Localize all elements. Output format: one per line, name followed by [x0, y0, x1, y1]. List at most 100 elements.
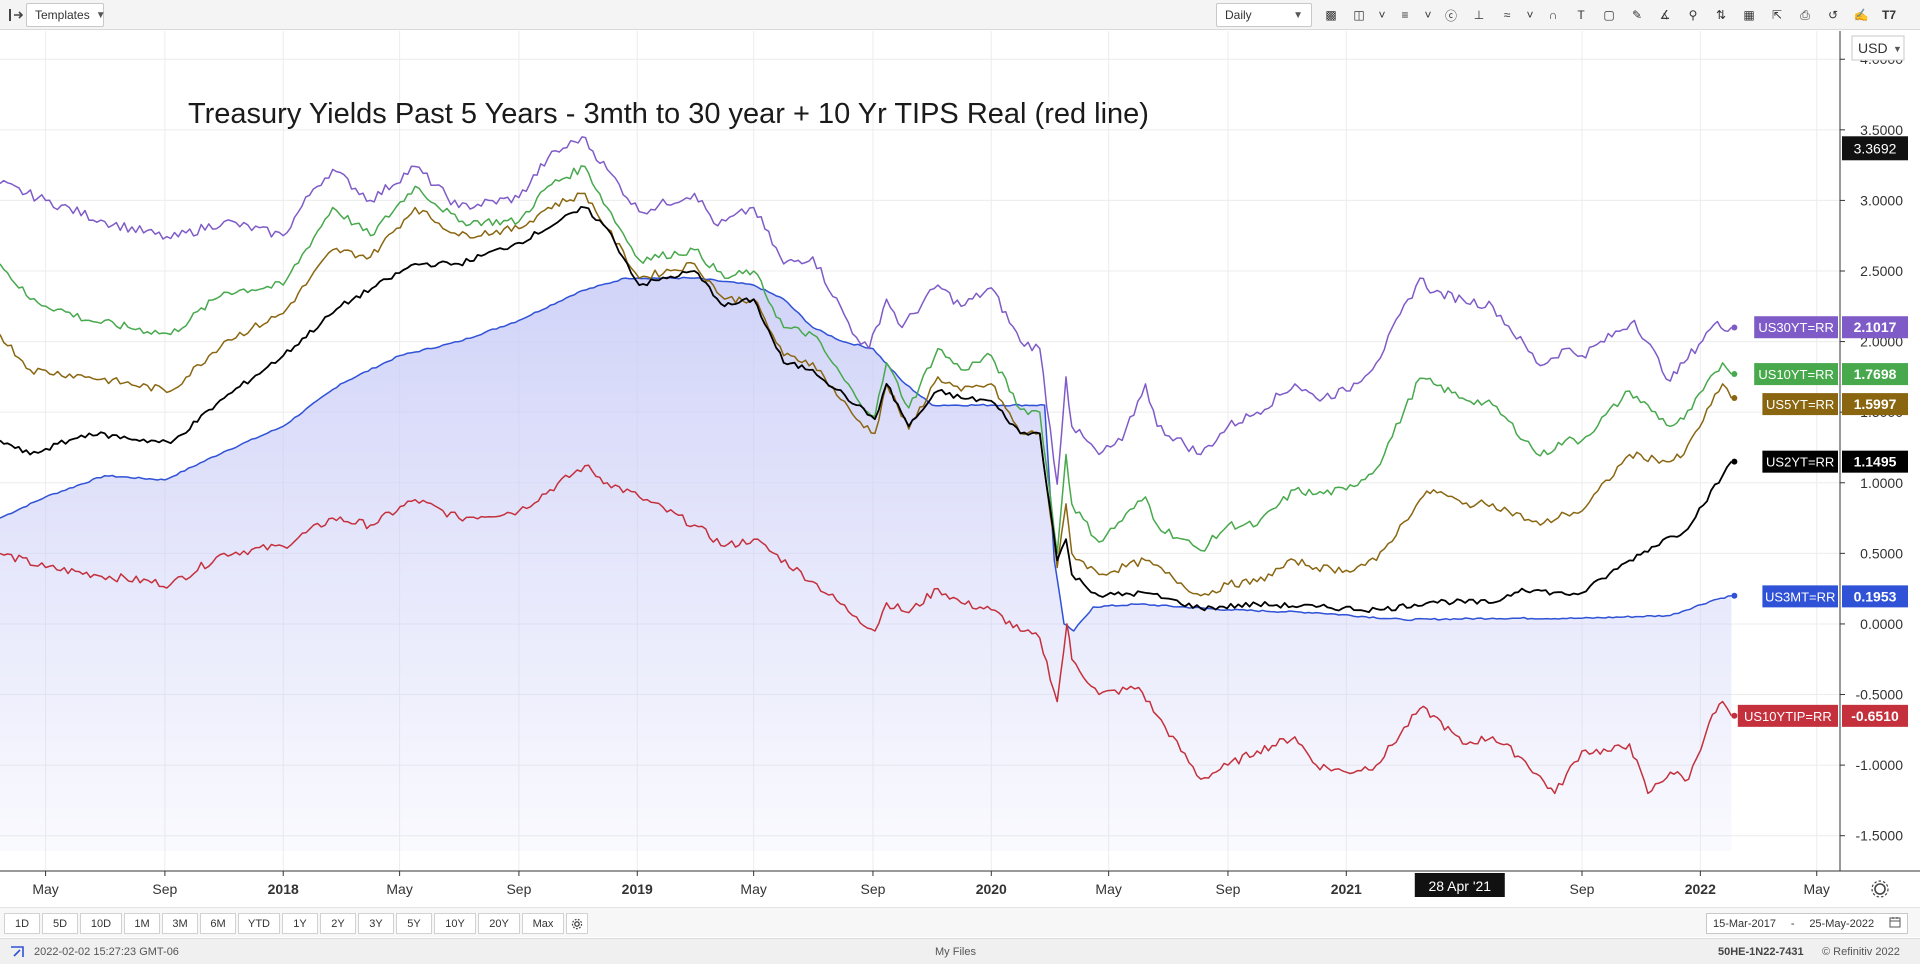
- series-value-label: 2.1017: [1854, 319, 1897, 335]
- status-timestamp: 2022-02-02 15:27:23 GMT-06: [34, 946, 179, 958]
- series-value-label: 1.7698: [1854, 366, 1897, 382]
- compare-icon[interactable]: ⇅: [1715, 8, 1727, 22]
- x-tick-label: May: [1803, 881, 1829, 897]
- us3mt-area-fill: [0, 277, 1732, 851]
- x-tick-label: Sep: [860, 881, 885, 897]
- export-icon[interactable]: ⇱: [1771, 8, 1783, 22]
- y-tick-label: -1.0000: [1856, 757, 1904, 773]
- series-end-dot: [1731, 458, 1738, 465]
- range-button-6m[interactable]: 6M: [200, 913, 236, 934]
- range-button-1m[interactable]: 1M: [124, 913, 160, 934]
- series-value-badge: [1842, 393, 1908, 416]
- axis-settings-gear-icon[interactable]: [1871, 880, 1889, 898]
- range-button-1d[interactable]: 1D: [4, 913, 40, 934]
- x-tick-label: May: [386, 881, 412, 897]
- date-range-picker[interactable]: 15-Mar-2017 - 25-May-2022: [1706, 913, 1908, 934]
- ruler-icon[interactable]: ∡: [1659, 8, 1671, 22]
- x-tick-label: Sep: [506, 881, 531, 897]
- series-value-badge: [1842, 704, 1908, 727]
- annotation-icon[interactable]: ✎: [1631, 8, 1643, 22]
- chevron-down-icon: ▼: [95, 9, 106, 21]
- series-name-badge: [1754, 363, 1838, 386]
- studies-icon[interactable]: ≡: [1401, 8, 1409, 22]
- range-button-2y[interactable]: 2Y: [320, 913, 356, 934]
- table-icon[interactable]: ▦: [1743, 8, 1755, 22]
- reset-icon[interactable]: ↺: [1827, 8, 1839, 22]
- candlestick-icon[interactable]: ◫: [1353, 8, 1365, 22]
- status-bar: 2022-02-02 15:27:23 GMT-06 My Files 50HE…: [0, 938, 1920, 964]
- range-button-10y[interactable]: 10Y: [434, 913, 476, 934]
- series-name-label: US10YT=RR: [1758, 367, 1834, 382]
- series-name-label: US5YT=RR: [1766, 397, 1834, 412]
- range-button-3m[interactable]: 3M: [162, 913, 198, 934]
- top-toolbar: Templates ▼ Daily ▼ ▩ ◫ ˅ ≡ ˅ ⓒ ⊥ ≈ ˅ ∩ T ▢ ✎ ∡ ⚲ ⇅ ▦ ⇱ ⎙ ↺…: [0, 0, 1920, 30]
- range-button-5y[interactable]: 5Y: [396, 913, 432, 934]
- y-tick-label: 3.0000: [1860, 192, 1903, 208]
- edit-icon[interactable]: ✍: [1853, 8, 1869, 22]
- range-button-20y[interactable]: 20Y: [478, 913, 520, 934]
- chevron-down-icon[interactable]: ˅: [1526, 8, 1534, 22]
- range-button-max[interactable]: Max: [522, 913, 564, 934]
- drawing-tools-icon[interactable]: ≈: [1503, 8, 1511, 22]
- text-tool-icon[interactable]: T: [1577, 8, 1585, 22]
- x-axis[interactable]: May Sep 2018 May Sep 2019 May Sep 2020 May Sep 2021…: [32, 871, 1830, 897]
- zoom-icon[interactable]: ⚲: [1688, 8, 1698, 22]
- series-value-badge: [1842, 585, 1908, 608]
- currency-label: USD: [1858, 40, 1888, 56]
- brand-icon[interactable]: T7: [1881, 8, 1896, 22]
- chevron-down-icon[interactable]: ˅: [1378, 8, 1386, 22]
- chevron-down-icon: ▼: [1293, 9, 1303, 21]
- series-value-badge: [1842, 450, 1908, 473]
- date-range-separator: -: [1790, 917, 1795, 930]
- calendar-icon: [1889, 916, 1901, 931]
- magnet-icon[interactable]: ∩: [1548, 8, 1558, 22]
- templates-label: Templates: [35, 8, 90, 22]
- shape-tool-icon[interactable]: ▢: [1603, 8, 1615, 22]
- sidebar-toggle-icon[interactable]: [4, 3, 28, 27]
- refinitiv-logo-icon: [10, 946, 24, 961]
- series-line-us30yt[interactable]: [0, 136, 1732, 485]
- range-button-1y[interactable]: 1Y: [282, 913, 318, 934]
- chart-area[interactable]: 4.00003.50003.00002.50002.00001.50001.00…: [0, 31, 1920, 907]
- series-line-us2yt[interactable]: [0, 206, 1733, 613]
- series-name-label: US3MT=RR: [1765, 589, 1835, 604]
- series-line-us10ytip[interactable]: [0, 464, 1733, 795]
- x-tick-label: May: [32, 881, 58, 897]
- series-end-dot: [1731, 712, 1738, 719]
- events-icon[interactable]: ⓒ: [1444, 8, 1457, 23]
- date-range-end: 25-May-2022: [1809, 917, 1875, 930]
- y-tick-label: -0.5000: [1856, 687, 1904, 703]
- status-code: 50HE-1N22-7431: [1718, 946, 1804, 958]
- series-lines: [0, 136, 1733, 795]
- range-button-5d[interactable]: 5D: [42, 913, 78, 934]
- yield-chart[interactable]: 4.00003.50003.00002.50002.00001.50001.00…: [0, 31, 1920, 907]
- range-settings-gear-icon[interactable]: [566, 913, 588, 934]
- series-line-us5yt[interactable]: [0, 192, 1733, 597]
- current-price-badge: [1842, 136, 1908, 161]
- status-center-label[interactable]: My Files: [935, 946, 976, 958]
- range-bar: 1D 5D 10D 1M 3M 6M YTD 1Y 2Y 3Y 5Y 10Y 20Y Max 15-Mar…: [0, 907, 1920, 937]
- templates-dropdown[interactable]: Templates ▼: [26, 3, 106, 27]
- series-end-dot: [1731, 324, 1738, 331]
- range-button-10d[interactable]: 10D: [80, 913, 122, 934]
- crosshair-icon[interactable]: ⊥: [1473, 8, 1485, 22]
- series-name-badge: [1754, 316, 1838, 339]
- series-name-label: US2YT=RR: [1766, 455, 1834, 470]
- series-line-us3mt[interactable]: [0, 276, 1732, 632]
- range-button-ytd[interactable]: YTD: [238, 913, 280, 934]
- currency-dropdown[interactable]: USD ▼: [1851, 35, 1905, 61]
- y-tick-label: 2.5000: [1860, 263, 1903, 279]
- status-copyright: © Refinitiv 2022: [1822, 946, 1900, 958]
- bar-chart-icon[interactable]: ▩: [1325, 8, 1337, 22]
- range-button-3y[interactable]: 3Y: [358, 913, 394, 934]
- interval-dropdown[interactable]: Daily ▼: [1216, 3, 1312, 27]
- series-name-label: US30YT=RR: [1758, 320, 1834, 335]
- chevron-down-icon[interactable]: ˅: [1424, 8, 1432, 22]
- y-tick-label: 0.5000: [1860, 545, 1903, 561]
- series-line-us10yt[interactable]: [0, 165, 1732, 555]
- x-tick-label: May: [1095, 881, 1121, 897]
- series-name-badge: [1762, 450, 1838, 473]
- x-tick-label: Sep: [152, 881, 177, 897]
- print-icon[interactable]: ⎙: [1800, 7, 1810, 22]
- series-value-label: -0.6510: [1851, 708, 1899, 724]
